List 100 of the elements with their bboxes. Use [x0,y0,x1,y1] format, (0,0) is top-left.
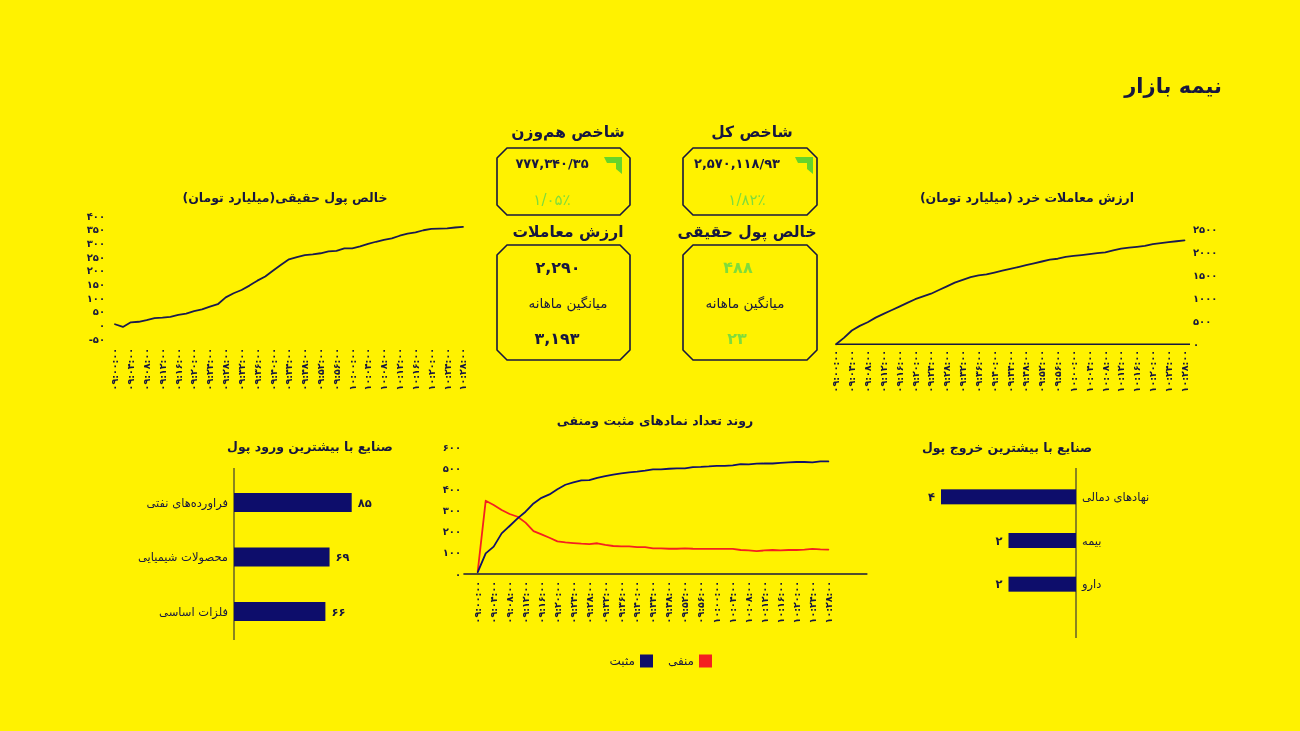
text: ۱/۸۲٪ [728,191,766,210]
x-tick-label: ۰۹:۳۲:۰۰ [235,348,247,391]
y-tick-label: ۳۵۰ [86,224,105,236]
x-tick-label: ۰۹:۲۰:۰۰ [909,350,921,393]
x-tick-label: ۰۹:۴۰:۰۰ [631,581,643,624]
x-tick-label: ۰۹:۴۸:۰۰ [299,348,311,391]
line-series [476,460,830,574]
y-tick-label: نهادهای دمالی [1082,489,1150,504]
y-tick-label: ۴۰۰ [442,484,461,496]
text: ۲,۲۹۰ [535,257,581,277]
y-tick-label: بیمه [1082,533,1102,548]
x-tick-label: ۰۹:۰۰:۰۰ [830,350,842,393]
x-tick-label: ۱۰:۰۰:۰۰ [711,581,723,624]
x-tick-label: ۰۹:۲۰:۰۰ [188,348,200,391]
y-tick-label: ۰ [454,568,461,580]
x-tick-label: ۱۰:۲۸:۰۰ [457,348,469,391]
y-tick-label: ۲۰۰ [86,265,105,277]
chart-title: ارزش معاملات خرد (میلیارد تومان) [919,190,1135,206]
y-tick-label: محصولات شیمیایی [137,550,228,566]
data-label: ۶۹ [335,550,350,565]
x-tick-label: ۱۰:۰۰:۰۰ [1067,350,1079,393]
x-tick-label: ۰۹:۰۰:۰۰ [472,581,484,624]
x-tick-label: ۰۹:۳۶:۰۰ [615,581,627,624]
x-tick-label: ۰۹:۵۲:۰۰ [1036,350,1048,393]
y-tick-label: ۱۰۰ [86,292,105,304]
y-tick-label: دارو [1081,577,1102,593]
y-tick-label: ۲۰۰ [442,526,461,538]
data-label: ۴ [927,489,935,504]
chart-title: خالص پول حقیقی(میلیارد تومان) [182,190,388,206]
x-tick-label: ۰۹:۲۸:۰۰ [941,350,953,393]
y-tick-label: ۳۰۰ [86,237,105,249]
x-tick-label: ۰۹:۰۴:۰۰ [846,350,858,393]
x-tick-label: ۱۰:۰۰:۰۰ [346,348,358,391]
y-tick-label: ۰ [1193,338,1200,350]
line-series [476,499,830,573]
x-tick-label: ۰۹:۱۲:۰۰ [156,348,168,391]
x-tick-label: ۱۰:۱۲:۰۰ [1115,350,1127,393]
x-tick-label: ۰۹:۵۲:۰۰ [679,581,691,624]
text: شاخص کل [711,123,793,142]
y-tick-label: ۴۰۰ [86,210,105,222]
x-tick-label: ۱۰:۱۲:۰۰ [758,581,770,624]
text: ۲,۵۷۰,۱۱۸/۹۳ [693,155,781,171]
y-tick-label: ۲۵۰۰ [1193,223,1218,235]
x-tick-label: ۰۹:۰۸:۰۰ [861,350,873,393]
x-tick-label: ۰۹:۲۸:۰۰ [583,581,595,624]
x-tick-label: ۰۹:۰۴:۰۰ [125,348,137,391]
x-tick-label: ۰۹:۵۶:۰۰ [695,581,707,624]
x-tick-label: ۰۹:۲۴:۰۰ [925,350,937,393]
x-tick-label: ۱۰:۲۴:۰۰ [1162,350,1174,393]
y-tick-label: ۵۰۰ [1193,315,1212,327]
x-tick-label: ۰۹:۰۴:۰۰ [488,581,500,624]
x-tick-label: ۱۰:۰۴:۰۰ [362,348,374,391]
text: ۷۷۷,۳۴۰/۳۵ [515,155,589,171]
y-tick-label: -۵۰ [88,333,105,345]
x-tick-label: ۰۹:۱۶:۰۰ [172,348,184,391]
x-tick-label: ۱۰:۱۲:۰۰ [394,348,406,391]
legend-label: مثبت [609,654,635,669]
text: ارزش معاملات [512,223,624,242]
y-tick-label: ۵۰ [92,306,105,318]
data-label: ۲ [995,533,1003,548]
x-tick-label: ۰۹:۱۶:۰۰ [893,350,905,393]
x-tick-label: ۰۹:۴۴:۰۰ [283,348,295,391]
y-tick-label: ۱۵۰۰ [1193,269,1218,281]
y-tick-label: ۳۰۰ [442,505,461,517]
x-tick-label: ۱۰:۲۸:۰۰ [1178,350,1190,393]
legend-label: منفی [667,654,694,669]
x-tick-label: ۰۹:۳۲:۰۰ [599,581,611,624]
text: میانگین ماهانه [705,294,785,312]
x-tick-label: ۱۰:۰۴:۰۰ [1083,350,1095,393]
x-tick-label: ۰۹:۰۸:۰۰ [503,581,515,624]
x-tick-label: ۱۰:۲۴:۰۰ [806,581,818,624]
text: ۳,۱۹۳ [534,328,580,348]
data-label: ۲ [995,577,1003,592]
line-series [114,226,464,328]
y-tick-label: فراورده‌های نفتی [146,495,228,511]
x-tick-label: ۰۹:۴۰:۰۰ [267,348,279,391]
x-tick-label: ۱۰:۲۸:۰۰ [822,581,834,624]
text: ۱/۰۵٪ [533,191,571,210]
x-tick-label: ۰۹:۴۰:۰۰ [988,350,1000,393]
text: میانگین ماهانه [528,294,608,312]
x-tick-label: ۰۹:۰۸:۰۰ [140,348,152,391]
chart-title: روند تعداد نمادهای مثبت ومنفی [556,413,754,429]
x-tick-label: ۰۹:۲۴:۰۰ [204,348,216,391]
x-tick-label: ۰۹:۱۶:۰۰ [535,581,547,624]
y-tick-label: ۲۰۰۰ [1193,246,1218,258]
text: خالص پول حقیقی [677,223,817,243]
x-tick-label: ۱۰:۲۰:۰۰ [1147,350,1159,393]
x-tick-label: ۰۹:۰۰:۰۰ [109,348,121,391]
x-tick-label: ۱۰:۲۴:۰۰ [441,348,453,391]
x-tick-label: ۰۹:۴۴:۰۰ [647,581,659,624]
chart-title: صنایع با بیشترین ورود پول [227,439,393,455]
chart-title: صنایع با بیشترین خروج پول [921,440,1093,456]
text: نیمه بازار [1123,74,1222,99]
x-tick-label: ۱۰:۰۸:۰۰ [742,581,754,624]
x-tick-label: ۰۹:۱۲:۰۰ [519,581,531,624]
x-tick-label: ۰۹:۲۸:۰۰ [220,348,232,391]
text: ۲۳ [727,328,747,348]
y-tick-label: ۰ [98,320,105,332]
x-tick-label: ۱۰:۲۰:۰۰ [790,581,802,624]
x-tick-label: ۰۹:۴۸:۰۰ [663,581,675,624]
